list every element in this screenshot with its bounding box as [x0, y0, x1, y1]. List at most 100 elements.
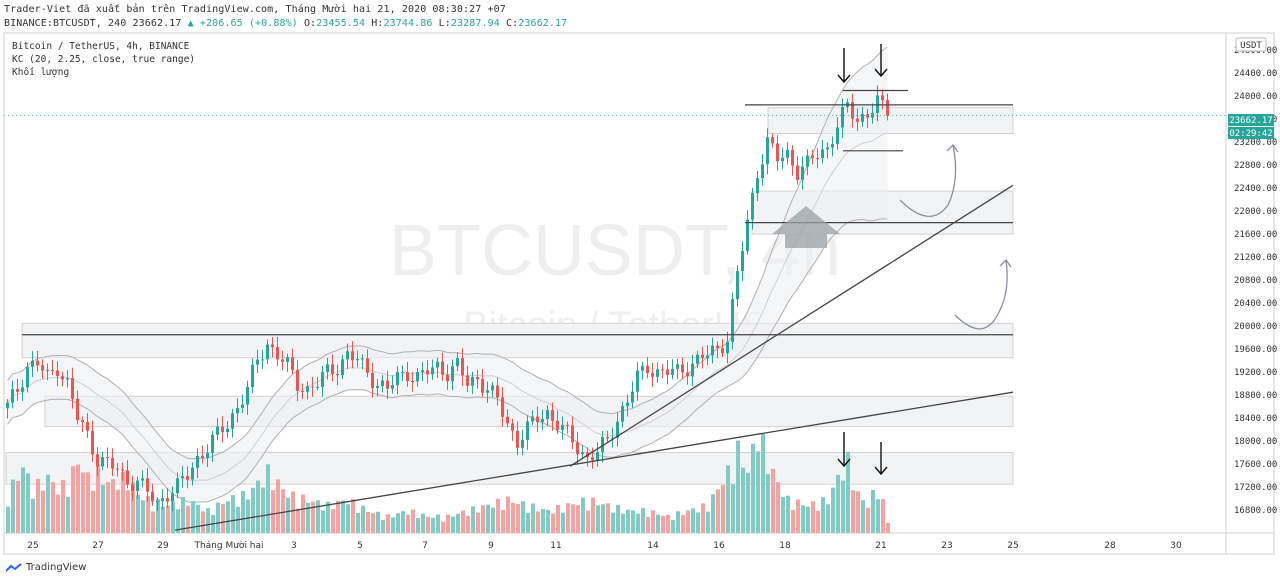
candle-body [841, 107, 844, 128]
candle-body [406, 372, 409, 381]
symbol-label[interactable]: BINANCE:BTCUSDT, 240 [4, 18, 127, 29]
volume-bar [331, 509, 335, 533]
candle-body [851, 102, 854, 119]
change-value: ▲ +206.65 (+0.88%) [187, 18, 298, 29]
volume-bar [156, 499, 160, 533]
candle-body [526, 421, 529, 440]
volume-bar [291, 491, 295, 533]
volume-bar [321, 510, 325, 533]
candle-body [181, 476, 184, 479]
time-tick-label: 29 [157, 541, 169, 551]
countdown-tag [1228, 127, 1274, 139]
trendline [569, 184, 1014, 467]
candle-body [121, 469, 124, 471]
candle-body [161, 498, 164, 502]
candle-body [31, 360, 34, 367]
volume-bar [96, 464, 100, 533]
ohlc-header: BINANCE:BTCUSDT, 240 23662.17 ▲ +206.65 … [4, 18, 567, 29]
volume-bar [361, 505, 365, 533]
candle-body [871, 112, 874, 118]
volume-bar [576, 505, 580, 533]
volume-bar [296, 508, 300, 533]
candle-body [26, 366, 29, 388]
candle-body [106, 456, 109, 459]
volume-bar [876, 499, 880, 533]
volume-bar [286, 497, 290, 533]
footer-brand[interactable]: TradingView [6, 562, 86, 573]
candle-body [791, 149, 794, 166]
volume-bar [356, 512, 360, 533]
volume-bar [846, 451, 850, 533]
volume-bar [866, 507, 870, 533]
volume-bar [316, 500, 320, 533]
volume-bar [686, 510, 690, 533]
volume-bar [76, 464, 80, 533]
candle-body [636, 370, 639, 392]
candle-body [671, 368, 674, 375]
volume-bar [736, 440, 740, 533]
currency-badge [1235, 37, 1267, 52]
volume-bar [186, 505, 190, 533]
candle-body [641, 365, 644, 371]
candle-body [711, 345, 714, 356]
candle-body [781, 157, 784, 162]
volume-bar [711, 494, 715, 533]
volume-bar [436, 514, 440, 533]
candle-body [311, 386, 314, 388]
price-tick-label: 19200.00 [1234, 368, 1277, 378]
candle-body [11, 389, 14, 403]
volume-bar [651, 510, 655, 533]
candle-body [506, 416, 509, 424]
candle-body [451, 366, 454, 382]
candle-body [616, 421, 619, 438]
volume-bar [541, 508, 545, 533]
candle-body [426, 370, 429, 375]
volume-bar [591, 497, 595, 533]
volume-bar [351, 498, 355, 533]
volume-bar [716, 489, 720, 533]
candle-body [746, 219, 749, 251]
time-tick-label: Tháng Mười hai [193, 540, 263, 551]
volume-bar [596, 505, 600, 533]
price-tick-label: 24400.00 [1234, 69, 1277, 79]
volume-bar [376, 511, 380, 533]
candle-body [151, 491, 154, 502]
legend-volume: Khối lượng [12, 67, 70, 78]
candle-body [581, 452, 584, 454]
candle-body [321, 372, 324, 387]
candle-body [221, 426, 224, 433]
volume-bar [836, 474, 840, 533]
volume-bar [556, 504, 560, 533]
candle-body [276, 347, 279, 360]
volume-bar [636, 513, 640, 533]
chart-frame [3, 32, 1275, 555]
candle-body [866, 114, 869, 118]
candle-body [226, 428, 229, 433]
price-tick-label: 17200.00 [1234, 483, 1277, 493]
volume-bar [826, 504, 830, 533]
candle-body [316, 386, 319, 388]
open-label: O: [303, 18, 317, 29]
volume-bar [306, 502, 310, 533]
candle-body [436, 361, 439, 368]
close-value: 23662.17 [518, 18, 568, 29]
time-tick-label: 7 [422, 541, 428, 551]
volume-bar [56, 494, 60, 533]
candle-body [516, 430, 519, 448]
volume-bar [861, 500, 865, 533]
candle-body [561, 425, 564, 430]
volume-bar [196, 504, 200, 533]
volume-bar [61, 480, 65, 533]
volume-bar [856, 491, 860, 533]
volume-bar [271, 490, 275, 533]
volume-bar [476, 512, 480, 533]
volume-bar [91, 490, 95, 533]
volume-bar [621, 513, 625, 533]
candle-body [876, 95, 879, 113]
down-arrow-head-icon [874, 466, 888, 476]
volume-bar [266, 464, 270, 533]
volume-bar [421, 513, 425, 533]
candle-body [381, 380, 384, 386]
volume-bar [606, 503, 610, 533]
